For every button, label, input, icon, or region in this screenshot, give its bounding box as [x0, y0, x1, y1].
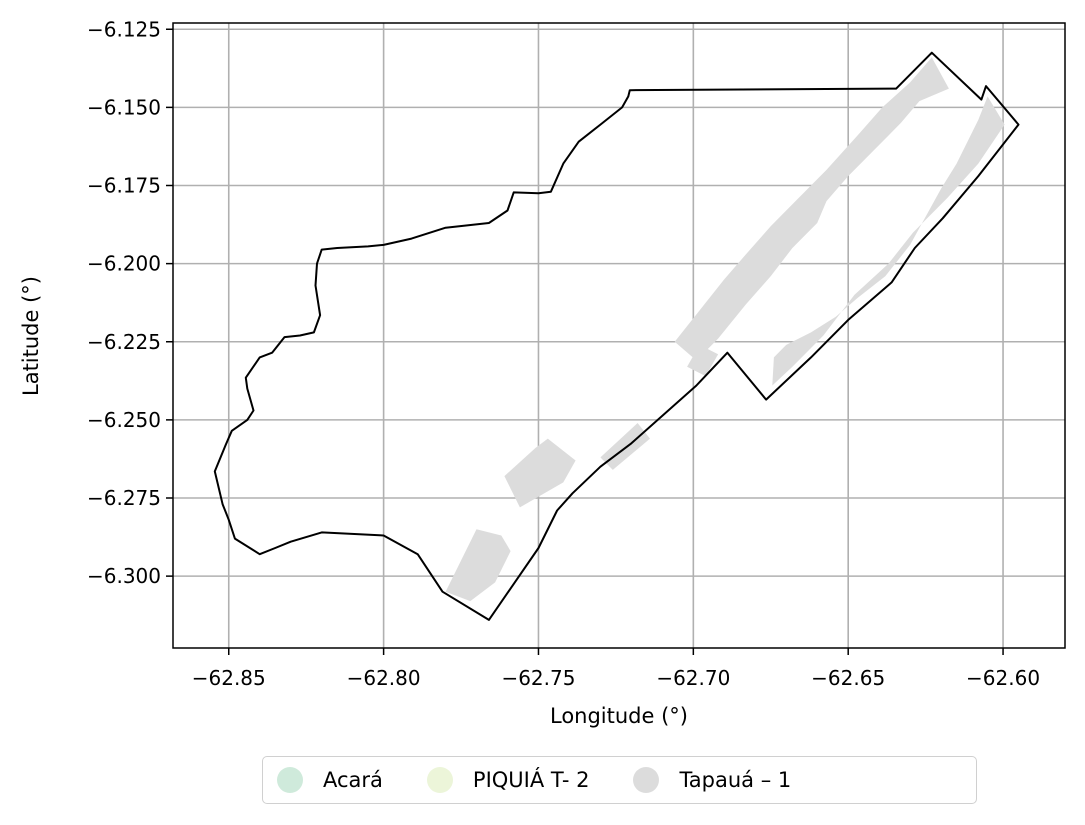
x-axis-ticks: −62.85 −62.80 −62.75 −62.70 −62.65 −62.60	[192, 648, 1040, 690]
x-tick-label: −62.70	[656, 666, 730, 690]
legend-marker-tapaua	[633, 767, 660, 793]
x-tick-label: −62.80	[347, 666, 421, 690]
y-tick-label: −6.200	[87, 252, 161, 276]
survey-polygon-tapaua	[445, 529, 511, 602]
y-axis-label: Latitude (°)	[19, 276, 43, 396]
x-tick-label: −62.85	[192, 666, 266, 690]
boundary-polygon	[213, 51, 1020, 621]
legend-label-acara: Acará	[323, 768, 383, 792]
plot-frame	[172, 22, 1066, 649]
y-tick-label: −6.175	[87, 174, 161, 198]
survey-polygon-tapaua	[772, 96, 1005, 386]
survey-polygon-tapaua	[504, 438, 576, 508]
grid-lines	[173, 23, 1065, 648]
x-tick-label: −62.65	[811, 666, 885, 690]
y-tick-label: −6.275	[87, 486, 161, 510]
legend-item-acara: Acará	[277, 767, 383, 793]
survey-polygon-tapaua	[600, 423, 650, 470]
survey-polygon-tapaua	[687, 344, 719, 377]
y-tick-label: −6.150	[87, 95, 161, 119]
x-tick-label: −62.75	[501, 666, 575, 690]
map-figure: −62.85 −62.80 −62.75 −62.70 −62.65 −62.60 −6.…	[19, 17, 1066, 728]
legend-item-tapaua: Tapauá – 1	[633, 767, 791, 793]
y-axis-ticks: −6.125 −6.150 −6.175 −6.200 −6.225 −6.250 −6.2…	[87, 17, 173, 588]
y-tick-label: −6.125	[87, 17, 161, 41]
y-tick-label: −6.300	[87, 564, 161, 588]
legend-marker-acara	[277, 767, 303, 793]
survey-polygon-tapaua	[674, 57, 949, 361]
y-tick-label: −6.225	[87, 330, 161, 354]
boundary-outline	[213, 51, 1020, 621]
y-tick-label: −6.250	[87, 408, 161, 432]
x-tick-label: −62.60	[966, 666, 1040, 690]
legend-label-tapaua: Tapauá – 1	[679, 768, 792, 792]
legend-marker-piquia	[426, 767, 453, 793]
legend-label-piquia: PIQUIÁ T- 2	[472, 768, 590, 792]
x-axis-label: Longitude (°)	[550, 704, 688, 728]
survey-area-polygons	[445, 57, 1005, 602]
legend-item-piquia: PIQUIÁ T- 2	[426, 767, 590, 793]
legend: Acará PIQUIÁ T- 2 Tapauá – 1	[262, 756, 977, 804]
